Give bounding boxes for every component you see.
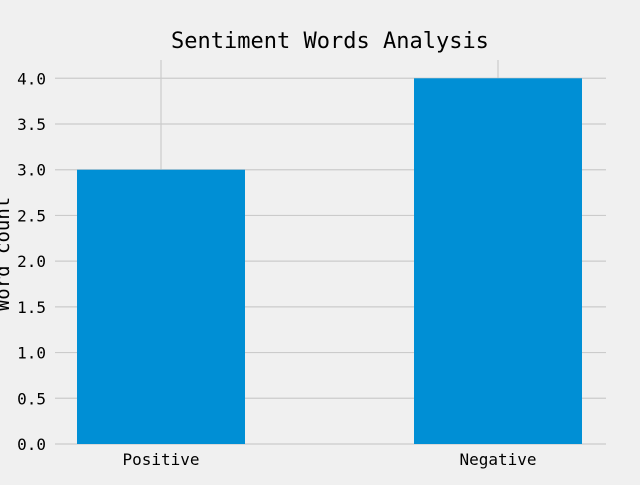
bars [77, 78, 582, 445]
x-tick-label: Negative [459, 450, 536, 469]
y-tick-labels: 0.0 0.5 1.0 1.5 2.0 2.5 3.0 3.5 4.0 [17, 69, 46, 454]
y-tick-label: 4.0 [17, 69, 46, 88]
y-tick-label: 0.0 [17, 435, 46, 454]
y-tick-label: 1.0 [17, 344, 46, 363]
y-axis-label: Word count [0, 197, 14, 311]
bar-negative [414, 78, 582, 445]
y-tick-label: 0.5 [17, 389, 46, 408]
x-tick-label: Positive [122, 450, 199, 469]
x-tick-labels: Positive Negative [122, 450, 536, 469]
y-tick-label: 3.5 [17, 115, 46, 134]
y-tick-label: 2.0 [17, 252, 46, 271]
y-tick-label: 3.0 [17, 161, 46, 180]
bar-positive [77, 169, 245, 444]
y-tick-label: 2.5 [17, 206, 46, 225]
chart-title: Sentiment Words Analysis [171, 29, 489, 54]
y-tick-label: 1.5 [17, 298, 46, 317]
